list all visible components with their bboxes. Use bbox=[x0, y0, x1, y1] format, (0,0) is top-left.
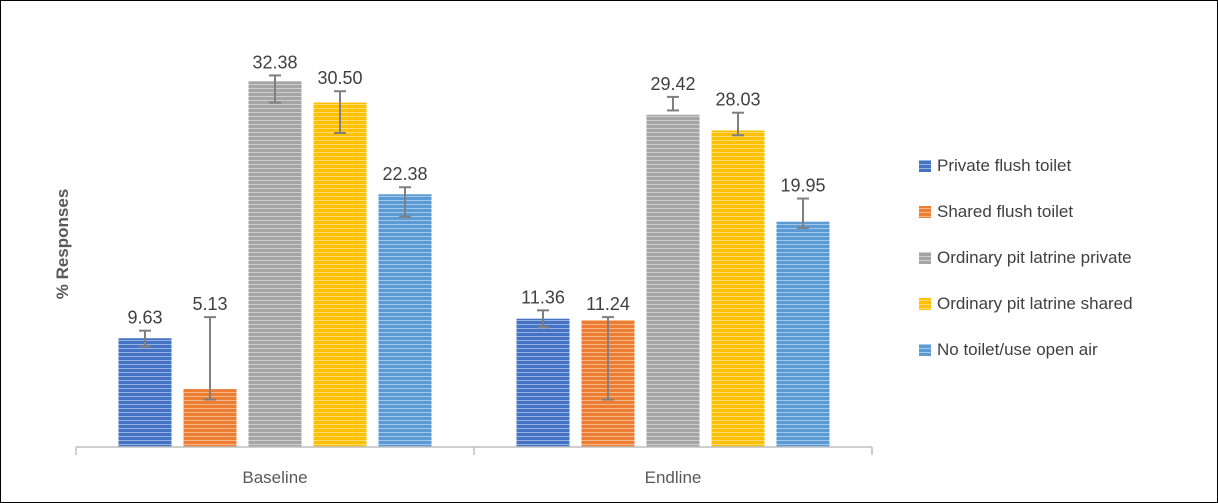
legend-label: Shared flush toilet bbox=[937, 202, 1073, 221]
legend-swatch bbox=[919, 252, 931, 264]
category-label-baseline: Baseline bbox=[242, 468, 307, 487]
bar-baseline-ordinary-pit-latrine-shared bbox=[313, 102, 367, 447]
data-label-baseline-ordinary-pit-latrine-private: 32.38 bbox=[252, 52, 297, 72]
error-bar-baseline-private-flush-toilet bbox=[139, 329, 151, 348]
legend-label: No toilet/use open air bbox=[937, 340, 1098, 359]
bar-endline-private-flush-toilet bbox=[516, 318, 570, 447]
bars-layer bbox=[118, 81, 830, 448]
legend-item-private-flush-toilet: Private flush toilet bbox=[919, 156, 1071, 175]
category-label-endline: Endline bbox=[645, 468, 702, 487]
data-label-endline-private-flush-toilet: 11.36 bbox=[521, 287, 565, 307]
data-label-baseline-shared-flush-toilet: 5.13 bbox=[192, 294, 227, 314]
data-label-endline-shared-flush-toilet: 11.24 bbox=[586, 294, 630, 314]
legend: Private flush toilet Shared flush toilet O… bbox=[919, 156, 1133, 359]
data-label-endline-no-toilet-use-open-air: 19.95 bbox=[780, 176, 825, 196]
legend-item-ordinary-pit-latrine-shared: Ordinary pit latrine shared bbox=[919, 294, 1133, 313]
data-label-baseline-no-toilet-use-open-air: 22.38 bbox=[382, 164, 427, 184]
legend-swatch bbox=[919, 344, 931, 356]
error-bars-layer bbox=[139, 74, 809, 401]
error-bar-endline-shared-flush-toilet bbox=[602, 316, 614, 401]
error-bar-endline-ordinary-pit-latrine-private bbox=[667, 95, 679, 112]
x-axis-layer: Baseline Endline bbox=[75, 446, 873, 487]
bar-endline-ordinary-pit-latrine-private bbox=[646, 114, 700, 447]
legend-label: Private flush toilet bbox=[937, 156, 1071, 175]
legend-label: Ordinary pit latrine private bbox=[937, 248, 1132, 267]
error-bar-baseline-shared-flush-toilet bbox=[204, 316, 216, 401]
bar-baseline-private-flush-toilet bbox=[118, 338, 172, 447]
legend-swatch bbox=[919, 160, 931, 172]
y-axis-title: % Responses bbox=[53, 189, 72, 300]
error-bar-baseline-ordinary-pit-latrine-private bbox=[269, 74, 281, 104]
data-label-baseline-private-flush-toilet: 9.63 bbox=[127, 308, 162, 328]
legend-label: Ordinary pit latrine shared bbox=[937, 294, 1133, 313]
legend-item-no-toilet-use-open-air: No toilet/use open air bbox=[919, 340, 1098, 359]
data-label-baseline-ordinary-pit-latrine-shared: 30.50 bbox=[317, 68, 362, 88]
data-label-endline-ordinary-pit-latrine-private: 29.42 bbox=[650, 74, 695, 94]
legend-swatch bbox=[919, 206, 931, 218]
bar-endline-ordinary-pit-latrine-shared bbox=[711, 130, 765, 448]
error-bar-endline-private-flush-toilet bbox=[537, 309, 549, 329]
bar-baseline-ordinary-pit-latrine-private bbox=[248, 81, 302, 448]
data-label-endline-ordinary-pit-latrine-shared: 28.03 bbox=[715, 90, 760, 110]
data-labels-layer: 9.63 5.13 32.38 30.50 22.38 11.36 11.24 29.42 28… bbox=[127, 52, 825, 327]
error-bar-baseline-ordinary-pit-latrine-shared bbox=[334, 90, 346, 135]
legend-item-shared-flush-toilet: Shared flush toilet bbox=[919, 202, 1073, 221]
legend-item-ordinary-pit-latrine-private: Ordinary pit latrine private bbox=[919, 248, 1132, 267]
error-bar-endline-no-toilet-use-open-air bbox=[797, 197, 809, 229]
bar-endline-no-toilet-use-open-air bbox=[776, 221, 830, 447]
error-bar-endline-ordinary-pit-latrine-shared bbox=[732, 111, 744, 137]
error-bar-baseline-no-toilet-use-open-air bbox=[399, 186, 411, 218]
legend-swatch bbox=[919, 298, 931, 310]
bar-baseline-no-toilet-use-open-air bbox=[378, 194, 432, 447]
